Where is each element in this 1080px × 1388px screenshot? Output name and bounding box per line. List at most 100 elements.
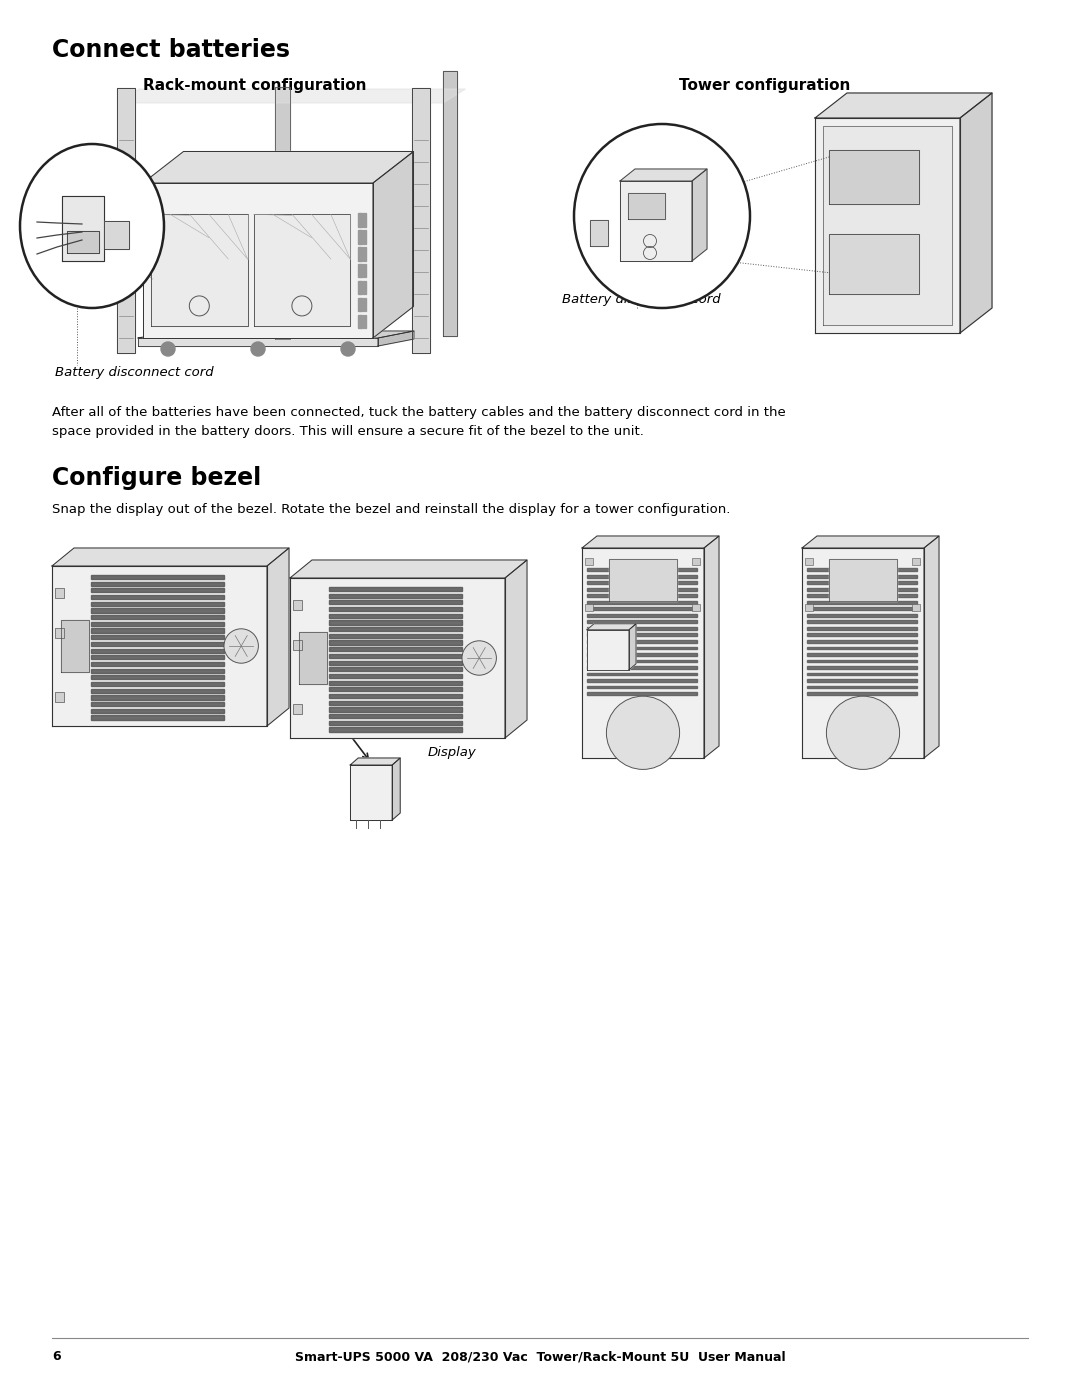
Polygon shape — [586, 686, 697, 688]
Polygon shape — [328, 701, 462, 705]
Polygon shape — [505, 559, 527, 738]
Bar — [365, 247, 366, 261]
Polygon shape — [627, 193, 665, 219]
Polygon shape — [802, 548, 924, 758]
Polygon shape — [807, 582, 917, 584]
Bar — [363, 280, 364, 294]
Polygon shape — [91, 629, 224, 633]
Bar — [585, 604, 593, 611]
Polygon shape — [586, 613, 697, 616]
Polygon shape — [328, 668, 462, 672]
Polygon shape — [586, 582, 697, 584]
Bar — [293, 640, 302, 650]
Polygon shape — [629, 623, 636, 670]
Bar — [361, 214, 362, 226]
Polygon shape — [582, 548, 704, 758]
Text: Snap the display out of the bezel. Rotate the bezel and reinstall the display fo: Snap the display out of the bezel. Rotat… — [52, 502, 730, 516]
Polygon shape — [586, 666, 697, 669]
Polygon shape — [807, 666, 917, 669]
Polygon shape — [807, 589, 917, 591]
Polygon shape — [52, 566, 267, 726]
Polygon shape — [620, 180, 692, 261]
Polygon shape — [807, 627, 917, 630]
Bar — [365, 280, 366, 294]
Polygon shape — [328, 694, 462, 698]
Polygon shape — [392, 758, 401, 820]
Bar — [363, 214, 364, 226]
Polygon shape — [807, 652, 917, 657]
Bar — [55, 589, 64, 598]
Polygon shape — [807, 608, 917, 611]
Polygon shape — [117, 87, 135, 353]
Bar — [361, 315, 362, 328]
Polygon shape — [586, 627, 697, 630]
Polygon shape — [411, 87, 430, 353]
Polygon shape — [328, 587, 462, 591]
Bar — [359, 247, 360, 261]
Polygon shape — [298, 633, 326, 684]
Polygon shape — [328, 708, 462, 712]
Polygon shape — [138, 330, 414, 339]
Ellipse shape — [573, 124, 750, 308]
Polygon shape — [815, 118, 960, 333]
Polygon shape — [291, 577, 505, 738]
Bar — [359, 297, 360, 311]
Bar — [293, 704, 302, 713]
Polygon shape — [443, 71, 458, 336]
Bar — [692, 604, 700, 611]
Polygon shape — [104, 221, 129, 248]
Polygon shape — [328, 620, 462, 625]
Polygon shape — [328, 594, 462, 598]
Polygon shape — [117, 89, 465, 103]
Polygon shape — [807, 686, 917, 688]
Text: Tower configuration: Tower configuration — [679, 78, 851, 93]
Polygon shape — [924, 536, 939, 758]
Circle shape — [826, 697, 900, 769]
Polygon shape — [328, 613, 462, 618]
Text: Configure bezel: Configure bezel — [52, 466, 261, 490]
Polygon shape — [91, 648, 224, 652]
Polygon shape — [328, 634, 462, 638]
Polygon shape — [807, 673, 917, 676]
Polygon shape — [91, 622, 224, 626]
Polygon shape — [609, 558, 676, 601]
Polygon shape — [829, 150, 919, 204]
Bar — [359, 264, 360, 278]
Polygon shape — [586, 575, 697, 577]
Polygon shape — [807, 575, 917, 577]
Polygon shape — [267, 548, 289, 726]
Text: Connect batteries: Connect batteries — [52, 37, 291, 62]
Polygon shape — [328, 687, 462, 691]
Polygon shape — [590, 221, 608, 246]
Polygon shape — [91, 715, 224, 719]
Polygon shape — [960, 93, 993, 333]
Polygon shape — [807, 620, 917, 623]
Polygon shape — [588, 630, 629, 670]
Polygon shape — [62, 196, 104, 261]
Bar — [912, 604, 920, 611]
Polygon shape — [91, 682, 224, 686]
Circle shape — [462, 641, 497, 675]
Bar — [365, 264, 366, 278]
Polygon shape — [91, 575, 224, 579]
Polygon shape — [586, 659, 697, 662]
Polygon shape — [291, 559, 527, 577]
Text: Battery disconnect cord: Battery disconnect cord — [55, 366, 214, 379]
Polygon shape — [274, 87, 289, 339]
Text: Battery disconnect cord: Battery disconnect cord — [562, 293, 720, 305]
Polygon shape — [807, 659, 917, 662]
Polygon shape — [692, 169, 707, 261]
Polygon shape — [91, 589, 224, 593]
Polygon shape — [328, 727, 462, 731]
Polygon shape — [807, 693, 917, 695]
Text: Display: Display — [428, 745, 476, 759]
Polygon shape — [91, 641, 224, 645]
Polygon shape — [91, 608, 224, 612]
Bar — [361, 297, 362, 311]
Circle shape — [161, 341, 175, 355]
Bar — [359, 214, 360, 226]
Polygon shape — [586, 673, 697, 676]
Polygon shape — [328, 654, 462, 658]
Polygon shape — [807, 601, 917, 604]
Polygon shape — [91, 695, 224, 700]
